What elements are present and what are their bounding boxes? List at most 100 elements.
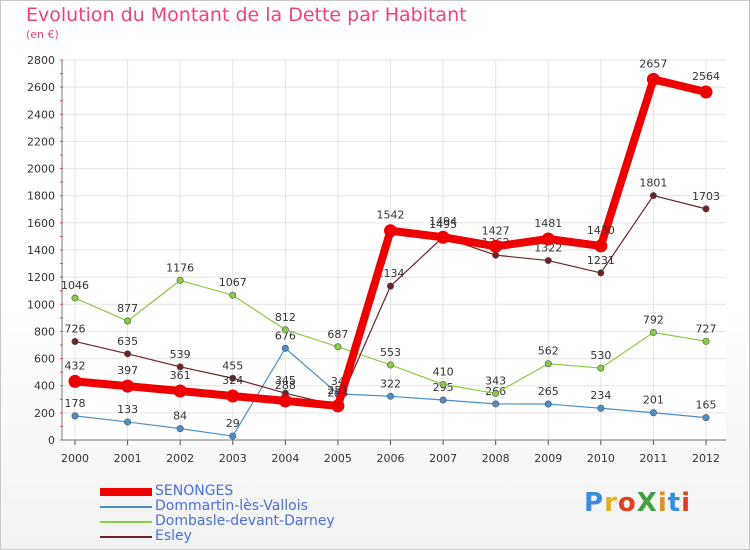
x-tick-label: 2007 — [429, 452, 457, 465]
data-point — [384, 224, 397, 238]
data-label: 877 — [117, 302, 138, 315]
y-tick-label: 2000 — [27, 163, 55, 176]
data-point — [176, 363, 184, 371]
data-point — [439, 396, 447, 404]
data-label: 562 — [538, 345, 559, 358]
data-point — [278, 394, 292, 408]
data-point — [386, 392, 394, 400]
data-point — [176, 276, 184, 284]
data-point — [229, 374, 237, 382]
legend-swatch — [100, 535, 152, 538]
x-tick-label: 2012 — [692, 452, 720, 465]
data-point — [544, 400, 552, 408]
data-label: 1046 — [61, 279, 89, 292]
data-point — [541, 232, 555, 246]
data-point — [71, 294, 79, 302]
data-label: 530 — [590, 349, 611, 362]
data-point — [71, 337, 79, 345]
data-label: 553 — [380, 346, 401, 359]
data-point — [124, 317, 132, 325]
data-label: 1430 — [587, 224, 615, 237]
data-label: 1427 — [482, 224, 510, 237]
data-label: 1542 — [377, 209, 405, 222]
data-label: 726 — [65, 322, 86, 335]
data-point — [492, 400, 500, 408]
x-tick-label: 2011 — [639, 452, 667, 465]
data-label: 1495 — [429, 218, 457, 231]
data-point — [124, 350, 132, 358]
data-label: 792 — [643, 314, 664, 327]
legend-item: Dommartin-lès-Vallois — [100, 499, 335, 514]
data-point — [176, 425, 184, 433]
data-label: 265 — [538, 385, 559, 398]
y-tick-label: 2400 — [27, 108, 55, 121]
y-tick-label: 2200 — [27, 135, 55, 148]
data-point — [229, 291, 237, 299]
data-point — [702, 414, 710, 422]
chart-subtitle: (en €) — [26, 28, 59, 41]
data-point — [702, 205, 710, 213]
data-label: 322 — [380, 377, 401, 390]
legend-item: Dombasle-devant-Darney — [100, 514, 335, 529]
data-label: 1481 — [534, 217, 562, 230]
data-label: 2657 — [639, 57, 667, 70]
data-label: 1322 — [534, 242, 562, 255]
logo-letter: o — [617, 488, 637, 518]
legend-swatch — [100, 487, 152, 496]
y-tick-label: 1600 — [27, 217, 55, 230]
legend-label: Dombasle-devant-Darney — [155, 513, 335, 529]
data-label: 84 — [173, 410, 187, 423]
x-tick-label: 2005 — [324, 452, 352, 465]
data-point — [492, 389, 500, 397]
data-label: 1703 — [692, 190, 720, 203]
data-label: 1231 — [587, 254, 615, 267]
x-tick-label: 2002 — [166, 452, 194, 465]
data-point — [436, 230, 450, 244]
data-point — [597, 364, 605, 372]
legend-label: Dommartin-lès-Vallois — [155, 498, 308, 514]
y-tick-label: 600 — [34, 353, 55, 366]
data-label: 29 — [226, 417, 240, 430]
data-label: 178 — [65, 397, 86, 410]
data-label: 687 — [327, 328, 348, 341]
data-label: 397 — [117, 364, 138, 377]
proxiti-logo: ProXiti — [584, 488, 691, 518]
x-tick-label: 2006 — [377, 452, 405, 465]
chart-title: Evolution du Montant de la Dette par Hab… — [26, 4, 467, 26]
data-label: 165 — [696, 399, 717, 412]
data-point — [281, 344, 289, 352]
data-point — [71, 412, 79, 420]
data-label: 410 — [433, 365, 454, 378]
x-tick-label: 2008 — [482, 452, 510, 465]
y-tick-label: 0 — [48, 434, 55, 447]
data-label: 1801 — [639, 177, 667, 190]
y-tick-label: 200 — [34, 407, 55, 420]
data-point — [702, 337, 710, 345]
data-point — [386, 361, 394, 369]
data-point — [68, 374, 82, 388]
data-point — [489, 239, 503, 253]
data-point — [699, 85, 713, 99]
data-point — [594, 239, 608, 253]
data-label: 1067 — [219, 276, 247, 289]
data-label: 539 — [170, 348, 191, 361]
data-point — [597, 404, 605, 412]
data-point — [597, 269, 605, 277]
x-tick-label: 2004 — [271, 452, 299, 465]
data-label: 1494 — [429, 215, 457, 228]
data-label: 251 — [327, 384, 348, 397]
x-tick-label: 2010 — [587, 452, 615, 465]
data-label: 432 — [65, 359, 86, 372]
data-label: 1176 — [166, 261, 194, 274]
y-tick-label: 2600 — [27, 81, 55, 94]
data-point — [649, 329, 657, 337]
y-tick-label: 1800 — [27, 190, 55, 203]
data-label: 133 — [117, 403, 138, 416]
data-label: 343 — [485, 374, 506, 387]
data-label: 361 — [170, 369, 191, 382]
chart-legend: SENONGES Dommartin-lès-Vallois Dombasle-de… — [100, 484, 335, 544]
data-point — [649, 409, 657, 417]
data-label: 234 — [590, 389, 611, 402]
legend-item: SENONGES — [100, 484, 335, 499]
data-label: 455 — [222, 359, 243, 372]
